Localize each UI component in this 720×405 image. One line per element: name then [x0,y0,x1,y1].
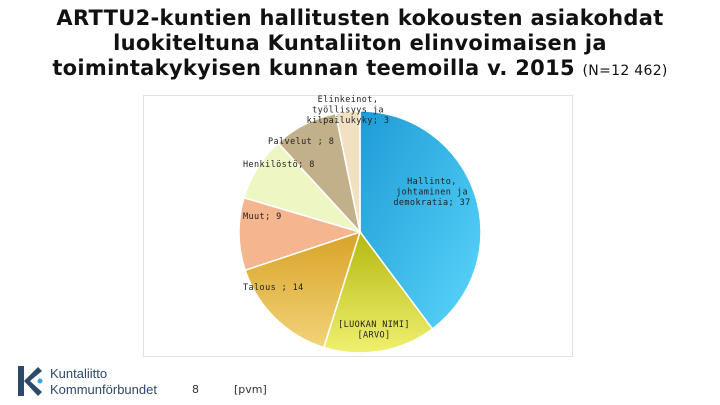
sample-size-label: (N=12 462) [582,63,668,79]
kuntaliitto-logo: Kuntaliitto Kommunförbundet [14,362,157,400]
label-elinkeinot: Elinkeinot, työllisyys ja kilpailukyky; 3 [307,95,390,126]
date-placeholder: [pvm] [234,383,267,396]
title-line-2: luokiteltuna Kuntaliiton elinvoimaisen j… [113,31,607,55]
label-muut: Muut; 9 [243,212,282,222]
logo-text-fi: Kuntaliitto [50,366,108,381]
slice-muut [238,196,363,272]
label-hallinto: Hallinto, johtaminen ja demokratia; 37 [393,177,470,208]
title-line-1: ARTTU2-kuntien hallitusten kokousten asi… [56,6,664,30]
slice-hallinto [359,110,482,330]
label-talous: Talous ; 14 [243,283,304,293]
chart-frame [143,95,573,357]
chart-title: ARTTU2-kuntien hallitusten kokousten asi… [40,6,680,84]
label-palvelut: Palvelut ; 8 [268,137,334,147]
logo-text-sv: Kommunförbundet [50,382,157,397]
label-luokan-nimi: [LUOKAN NIMI] [ARVO] [338,320,410,341]
title-line-3-text: toimintakykyisen kunnan teemoilla v. 201… [52,56,575,80]
kuntaliitto-logo-icon [18,366,43,396]
label-henkilosto: Henkilöstö; 8 [243,160,315,170]
page-number: 8 [192,383,199,396]
slice-elinkeinot [334,110,361,233]
title-line-3: toimintakykyisen kunnan teemoilla v. 201… [40,56,680,84]
